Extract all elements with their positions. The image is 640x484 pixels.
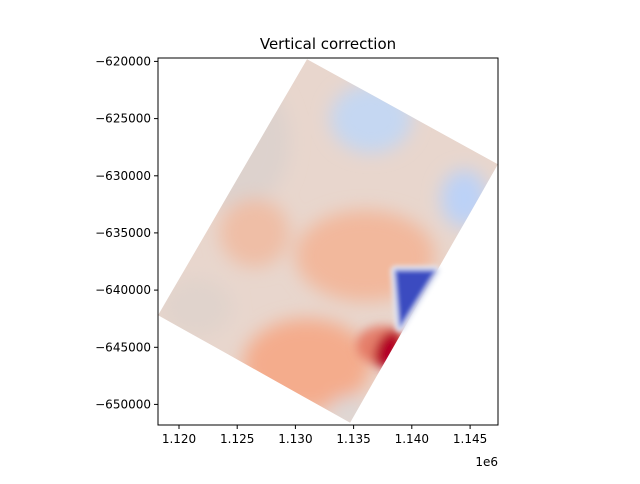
x-tick-label: 1.140 <box>395 432 429 446</box>
heat-region-northwest-neutral <box>184 72 290 211</box>
heatmap-field <box>158 59 498 423</box>
heat-region-south-warm <box>243 318 371 411</box>
plot-frame <box>157 57 499 426</box>
heat-region-west-warm <box>219 198 290 268</box>
x-tick-label: 1.125 <box>220 432 254 446</box>
x-axis: 1.120 1.125 1.130 1.135 1.140 1.145 <box>162 425 487 446</box>
heat-region-east-cool <box>440 170 488 228</box>
coldspot-min <box>394 269 437 330</box>
y-tick-label: −625000 <box>95 112 151 126</box>
x-tick-label: 1.130 <box>278 432 312 446</box>
y-tick-label: −620000 <box>95 54 151 68</box>
y-tick-label: −645000 <box>95 340 151 354</box>
heat-region-upper-cool <box>330 84 412 153</box>
chart-title: Vertical correction <box>260 35 396 53</box>
heat-region-south-tip-neutral <box>330 396 366 423</box>
y-tick-label: −650000 <box>95 397 151 411</box>
x-tick-label: 1.145 <box>453 432 487 446</box>
y-tick-label: −635000 <box>95 226 151 240</box>
x-tick-label: 1.120 <box>162 432 196 446</box>
x-tick-label: 1.135 <box>336 432 370 446</box>
y-tick-label: −630000 <box>95 169 151 183</box>
y-tick-label: −640000 <box>95 283 151 297</box>
heat-region-southwest-neutral <box>161 278 232 336</box>
x-offset-label: 1e6 <box>475 455 498 469</box>
y-axis: −620000 −625000 −630000 −635000 −640000 −6450… <box>95 54 158 411</box>
